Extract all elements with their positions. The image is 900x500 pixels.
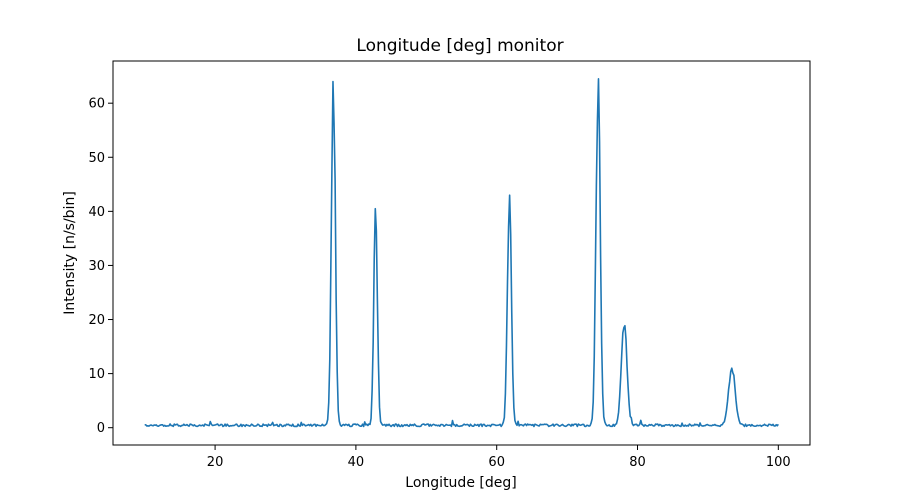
y-axis-label: Intensity [n/s/bin] — [62, 191, 78, 315]
x-tick-label: 40 — [348, 455, 365, 470]
y-tick-label: 30 — [88, 259, 105, 274]
x-tick-label: 80 — [629, 455, 646, 470]
y-tick-label: 10 — [88, 367, 105, 382]
y-tick-label: 20 — [88, 313, 105, 328]
y-tick-label: 60 — [88, 97, 105, 112]
y-tick-label: 50 — [88, 151, 105, 166]
y-axis: 0 10 20 30 40 50 60 — [88, 97, 113, 436]
x-tick-label: 60 — [488, 455, 505, 470]
x-axis: 20 40 60 80 100 — [207, 445, 791, 470]
y-tick-label: 0 — [97, 421, 105, 436]
x-axis-label: Longitude [deg] — [405, 475, 516, 491]
x-tick-label: 20 — [207, 455, 224, 470]
y-tick-label: 40 — [88, 205, 105, 220]
plot-area — [112, 60, 811, 446]
chart-title: Longitude [deg] monitor — [356, 36, 563, 56]
intensity-series-line — [144, 78, 779, 428]
x-tick-label: 100 — [766, 455, 791, 470]
